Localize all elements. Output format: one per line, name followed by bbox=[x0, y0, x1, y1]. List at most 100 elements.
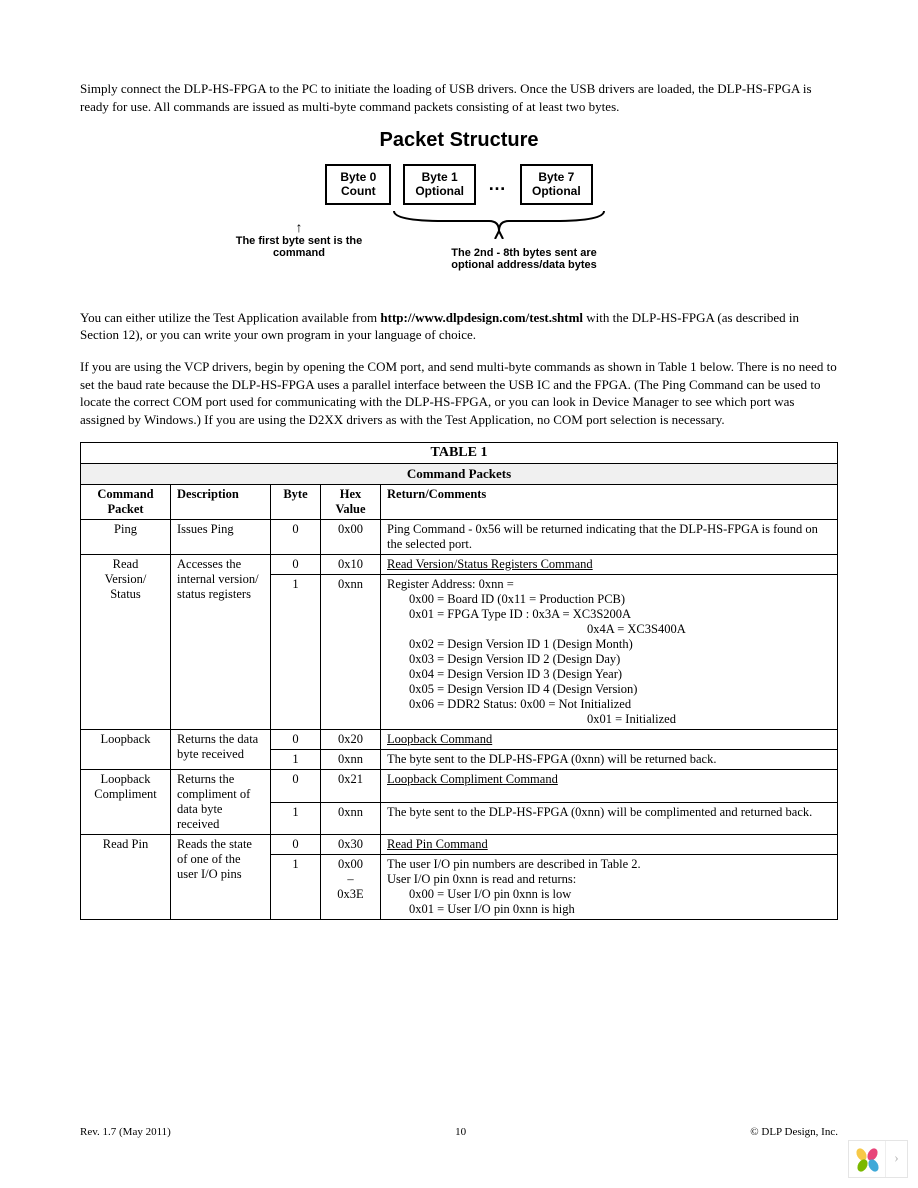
footer-page-number: 10 bbox=[455, 1126, 466, 1138]
cell-ret: Loopback Compliment Command bbox=[381, 770, 838, 803]
hdr-cmd-l1: Command bbox=[87, 487, 164, 502]
hdr-hex-l1: Hex bbox=[327, 487, 374, 502]
cell-hex: 0x00 bbox=[321, 520, 381, 555]
byte7-line1: Byte 7 bbox=[532, 170, 581, 184]
ret-l9: 0x06 = DDR2 Status: 0x00 = Not Initializ… bbox=[387, 697, 831, 712]
cell-cmd: Ping bbox=[81, 520, 171, 555]
hex-l2: – bbox=[327, 872, 374, 887]
test-app-link[interactable]: http://www.dlpdesign.com/test.shtml bbox=[380, 310, 583, 325]
curly-bracket bbox=[389, 209, 609, 242]
table-row: Loopback Returns the data byte received … bbox=[81, 730, 838, 750]
ret-l4: 0x01 = User I/O pin 0xnn is high bbox=[387, 902, 831, 917]
cell-cmd: Loopback bbox=[81, 730, 171, 770]
cell-byte: 0 bbox=[271, 730, 321, 750]
cell-ret: The byte sent to the DLP-HS-FPGA (0xnn) … bbox=[381, 750, 838, 770]
cmd-l3: Status bbox=[87, 587, 164, 602]
col-header-command: Command Packet bbox=[81, 485, 171, 520]
hex-l1: 0x00 bbox=[327, 857, 374, 872]
byte0-line2: Count bbox=[337, 184, 379, 198]
ret-l3: 0x01 = FPGA Type ID : 0x3A = XC3S200A bbox=[387, 607, 831, 622]
cell-cmd: Read Pin bbox=[81, 835, 171, 920]
cell-byte: 0 bbox=[271, 520, 321, 555]
table-title: TABLE 1 bbox=[81, 443, 838, 464]
footer-rev: Rev. 1.7 (May 2011) bbox=[80, 1126, 171, 1138]
cell-hex: 0x30 bbox=[321, 835, 381, 855]
cell-ret: The user I/O pin numbers are described i… bbox=[381, 855, 838, 920]
cell-ret: Read Pin Command bbox=[381, 835, 838, 855]
vcp-paragraph: If you are using the VCP drivers, begin … bbox=[80, 358, 838, 428]
byte1-box: Byte 1 Optional bbox=[403, 164, 476, 205]
col-header-description: Description bbox=[171, 485, 271, 520]
cell-hex: 0x10 bbox=[321, 555, 381, 575]
byte0-line1: Byte 0 bbox=[337, 170, 379, 184]
table-row: Loopback Compliment Returns the complime… bbox=[81, 770, 838, 803]
packet-structure-diagram: Byte 0 Count Byte 1 Optional … Byte 7 Op… bbox=[259, 164, 659, 291]
label-left-l2: command bbox=[209, 247, 389, 259]
cell-byte: 0 bbox=[271, 555, 321, 575]
ret-l5: 0x02 = Design Version ID 1 (Design Month… bbox=[387, 637, 831, 652]
chevron-right-icon[interactable]: › bbox=[885, 1141, 907, 1177]
cell-desc: Returns the compliment of data byte rece… bbox=[171, 770, 271, 835]
viewer-widget[interactable]: › bbox=[848, 1140, 908, 1178]
label-right-l1: The 2nd - 8th bytes sent are bbox=[409, 247, 639, 259]
ret-l4: 0x4A = XC3S400A bbox=[387, 622, 831, 637]
p2-prefix: You can either utilize the Test Applicat… bbox=[80, 310, 380, 325]
ret-l3: 0x00 = User I/O pin 0xnn is low bbox=[387, 887, 831, 902]
cell-byte: 1 bbox=[271, 855, 321, 920]
hex-l3: 0x3E bbox=[327, 887, 374, 902]
test-app-paragraph: You can either utilize the Test Applicat… bbox=[80, 309, 838, 344]
cell-byte: 1 bbox=[271, 575, 321, 730]
table-row: Read Pin Reads the state of one of the u… bbox=[81, 835, 838, 855]
byte1-line1: Byte 1 bbox=[415, 170, 464, 184]
cell-byte: 0 bbox=[271, 835, 321, 855]
cell-hex: 0x21 bbox=[321, 770, 381, 803]
ret-l1: Register Address: 0xnn = bbox=[387, 577, 831, 592]
cmd-l1: Loopback bbox=[87, 772, 164, 787]
cell-ret: The byte sent to the DLP-HS-FPGA (0xnn) … bbox=[381, 802, 838, 835]
ret-l8: 0x05 = Design Version ID 4 (Design Versi… bbox=[387, 682, 831, 697]
cell-ret: Loopback Command bbox=[381, 730, 838, 750]
ret-l1: The user I/O pin numbers are described i… bbox=[387, 857, 831, 872]
byte7-box: Byte 7 Optional bbox=[520, 164, 593, 205]
hdr-hex-l2: Value bbox=[327, 502, 374, 517]
col-header-byte: Byte bbox=[271, 485, 321, 520]
hdr-cmd-l2: Packet bbox=[87, 502, 164, 517]
cell-desc: Accesses the internal version/ status re… bbox=[171, 555, 271, 730]
label-right-l2: optional address/data bytes bbox=[409, 259, 639, 271]
byte7-line2: Optional bbox=[532, 184, 581, 198]
cell-cmd: Loopback Compliment bbox=[81, 770, 171, 835]
intro-paragraph: Simply connect the DLP-HS-FPGA to the PC… bbox=[80, 80, 838, 115]
cell-cmd: Read Version/ Status bbox=[81, 555, 171, 730]
diagram-title: Packet Structure bbox=[80, 129, 838, 152]
ret-l2: 0x00 = Board ID (0x11 = Production PCB) bbox=[387, 592, 831, 607]
ret-l10: 0x01 = Initialized bbox=[387, 712, 831, 727]
cell-hex: 0xnn bbox=[321, 750, 381, 770]
arrow-up-icon: ↑ bbox=[209, 219, 389, 235]
col-header-hex: Hex Value bbox=[321, 485, 381, 520]
footer-copyright: © DLP Design, Inc. bbox=[750, 1126, 838, 1138]
cell-hex: 0x20 bbox=[321, 730, 381, 750]
cell-desc: Returns the data byte received bbox=[171, 730, 271, 770]
table-row: Ping Issues Ping 0 0x00 Ping Command - 0… bbox=[81, 520, 838, 555]
cell-ret: Read Version/Status Registers Command bbox=[381, 555, 838, 575]
cmd-l2: Compliment bbox=[87, 787, 164, 802]
label-left-l1: The first byte sent is the bbox=[209, 235, 389, 247]
command-packets-table: TABLE 1 Command Packets Command Packet D… bbox=[80, 442, 838, 920]
cell-byte: 1 bbox=[271, 750, 321, 770]
ret-l6: 0x03 = Design Version ID 2 (Design Day) bbox=[387, 652, 831, 667]
cell-hex: 0xnn bbox=[321, 575, 381, 730]
cell-byte: 1 bbox=[271, 802, 321, 835]
cell-hex: 0xnn bbox=[321, 802, 381, 835]
cmd-l1: Read bbox=[87, 557, 164, 572]
diagram-label-right: The 2nd - 8th bytes sent are optional ad… bbox=[409, 247, 639, 271]
table-subtitle: Command Packets bbox=[81, 464, 838, 485]
cell-hex: 0x00 – 0x3E bbox=[321, 855, 381, 920]
cell-byte: 0 bbox=[271, 770, 321, 803]
ret-l2: User I/O pin 0xnn is read and returns: bbox=[387, 872, 831, 887]
widget-logo-icon bbox=[849, 1141, 885, 1177]
cell-ret: Ping Command - 0x56 will be returned ind… bbox=[381, 520, 838, 555]
col-header-return: Return/Comments bbox=[381, 485, 838, 520]
cell-ret: Register Address: 0xnn = 0x00 = Board ID… bbox=[381, 575, 838, 730]
cell-desc: Reads the state of one of the user I/O p… bbox=[171, 835, 271, 920]
ret-l7: 0x04 = Design Version ID 3 (Design Year) bbox=[387, 667, 831, 682]
